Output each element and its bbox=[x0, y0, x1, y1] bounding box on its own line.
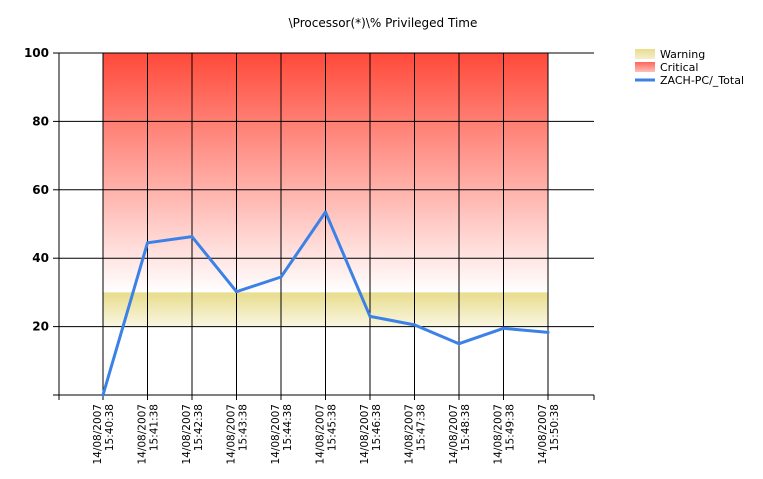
x-tick-time: 15:40:38 bbox=[104, 404, 116, 451]
x-tick-date: 14/08/2007 bbox=[270, 404, 282, 465]
legend-swatch-critical bbox=[635, 62, 655, 72]
x-tick-time: 15:50:38 bbox=[549, 404, 561, 451]
x-tick-date: 14/08/2007 bbox=[181, 404, 193, 465]
x-tick-time: 15:45:38 bbox=[327, 404, 339, 451]
x-tick-label: 14/08/2007 15:42:38 bbox=[181, 404, 205, 465]
legend-swatch-warning bbox=[635, 49, 655, 59]
data-point bbox=[324, 210, 327, 214]
data-point bbox=[502, 326, 505, 330]
data-point bbox=[235, 290, 238, 294]
x-tick-time: 15:49:38 bbox=[505, 404, 517, 451]
x-tick-label: 14/08/2007 15:47:38 bbox=[404, 404, 428, 465]
data-point bbox=[279, 275, 283, 279]
x-tick-date: 14/08/2007 bbox=[493, 404, 505, 465]
x-tick-time: 15:47:38 bbox=[416, 404, 428, 451]
data-point bbox=[457, 342, 461, 346]
y-tick-label: 40 bbox=[32, 251, 49, 265]
x-tick-label: 14/08/2007 15:45:38 bbox=[315, 404, 339, 465]
x-tick-time: 15:48:38 bbox=[460, 404, 472, 451]
data-point bbox=[190, 235, 194, 239]
x-tick-time: 15:43:38 bbox=[238, 404, 250, 451]
data-point bbox=[101, 393, 105, 397]
x-tick-date: 14/08/2007 bbox=[137, 404, 149, 465]
x-tick-label: 14/08/2007 15:43:38 bbox=[226, 404, 250, 465]
x-tick-label: 14/08/2007 15:50:38 bbox=[537, 404, 561, 465]
legend-label: Critical bbox=[660, 61, 698, 74]
x-tick-label: 14/08/2007 15:49:38 bbox=[493, 404, 517, 465]
x-tick-label: 14/08/2007 15:41:38 bbox=[137, 404, 161, 465]
x-tick-label: 14/08/2007 15:48:38 bbox=[448, 404, 472, 465]
chart-title: \Processor(*)\% Privileged Time bbox=[289, 16, 478, 30]
legend-label: ZACH-PC/_Total bbox=[660, 74, 744, 87]
data-point bbox=[368, 314, 372, 318]
y-tick-label: 100 bbox=[24, 46, 49, 60]
y-tick-label: 60 bbox=[32, 183, 49, 197]
x-tick-date: 14/08/2007 bbox=[92, 404, 104, 465]
x-tick-date: 14/08/2007 bbox=[448, 404, 460, 465]
data-point bbox=[413, 323, 416, 327]
y-tick-label: 80 bbox=[32, 114, 49, 128]
x-tick-label: 14/08/2007 15:46:38 bbox=[359, 404, 383, 465]
x-tick-label: 14/08/2007 15:44:38 bbox=[270, 404, 294, 465]
data-point bbox=[146, 241, 149, 245]
x-tick-date: 14/08/2007 bbox=[315, 404, 327, 465]
x-tick-label: 14/08/2007 15:40:38 bbox=[92, 404, 116, 465]
x-tick-date: 14/08/2007 bbox=[226, 404, 238, 465]
legend-label: Warning bbox=[660, 48, 705, 61]
x-tick-date: 14/08/2007 bbox=[359, 404, 371, 465]
x-tick-time: 15:41:38 bbox=[149, 404, 161, 451]
x-tick-date: 14/08/2007 bbox=[404, 404, 416, 465]
x-tick-time: 15:44:38 bbox=[282, 404, 294, 451]
x-tick-time: 15:46:38 bbox=[371, 404, 383, 451]
data-point bbox=[546, 330, 550, 334]
x-tick-time: 15:42:38 bbox=[193, 404, 205, 451]
y-tick-label: 20 bbox=[32, 320, 49, 334]
x-tick-date: 14/08/2007 bbox=[537, 404, 549, 465]
